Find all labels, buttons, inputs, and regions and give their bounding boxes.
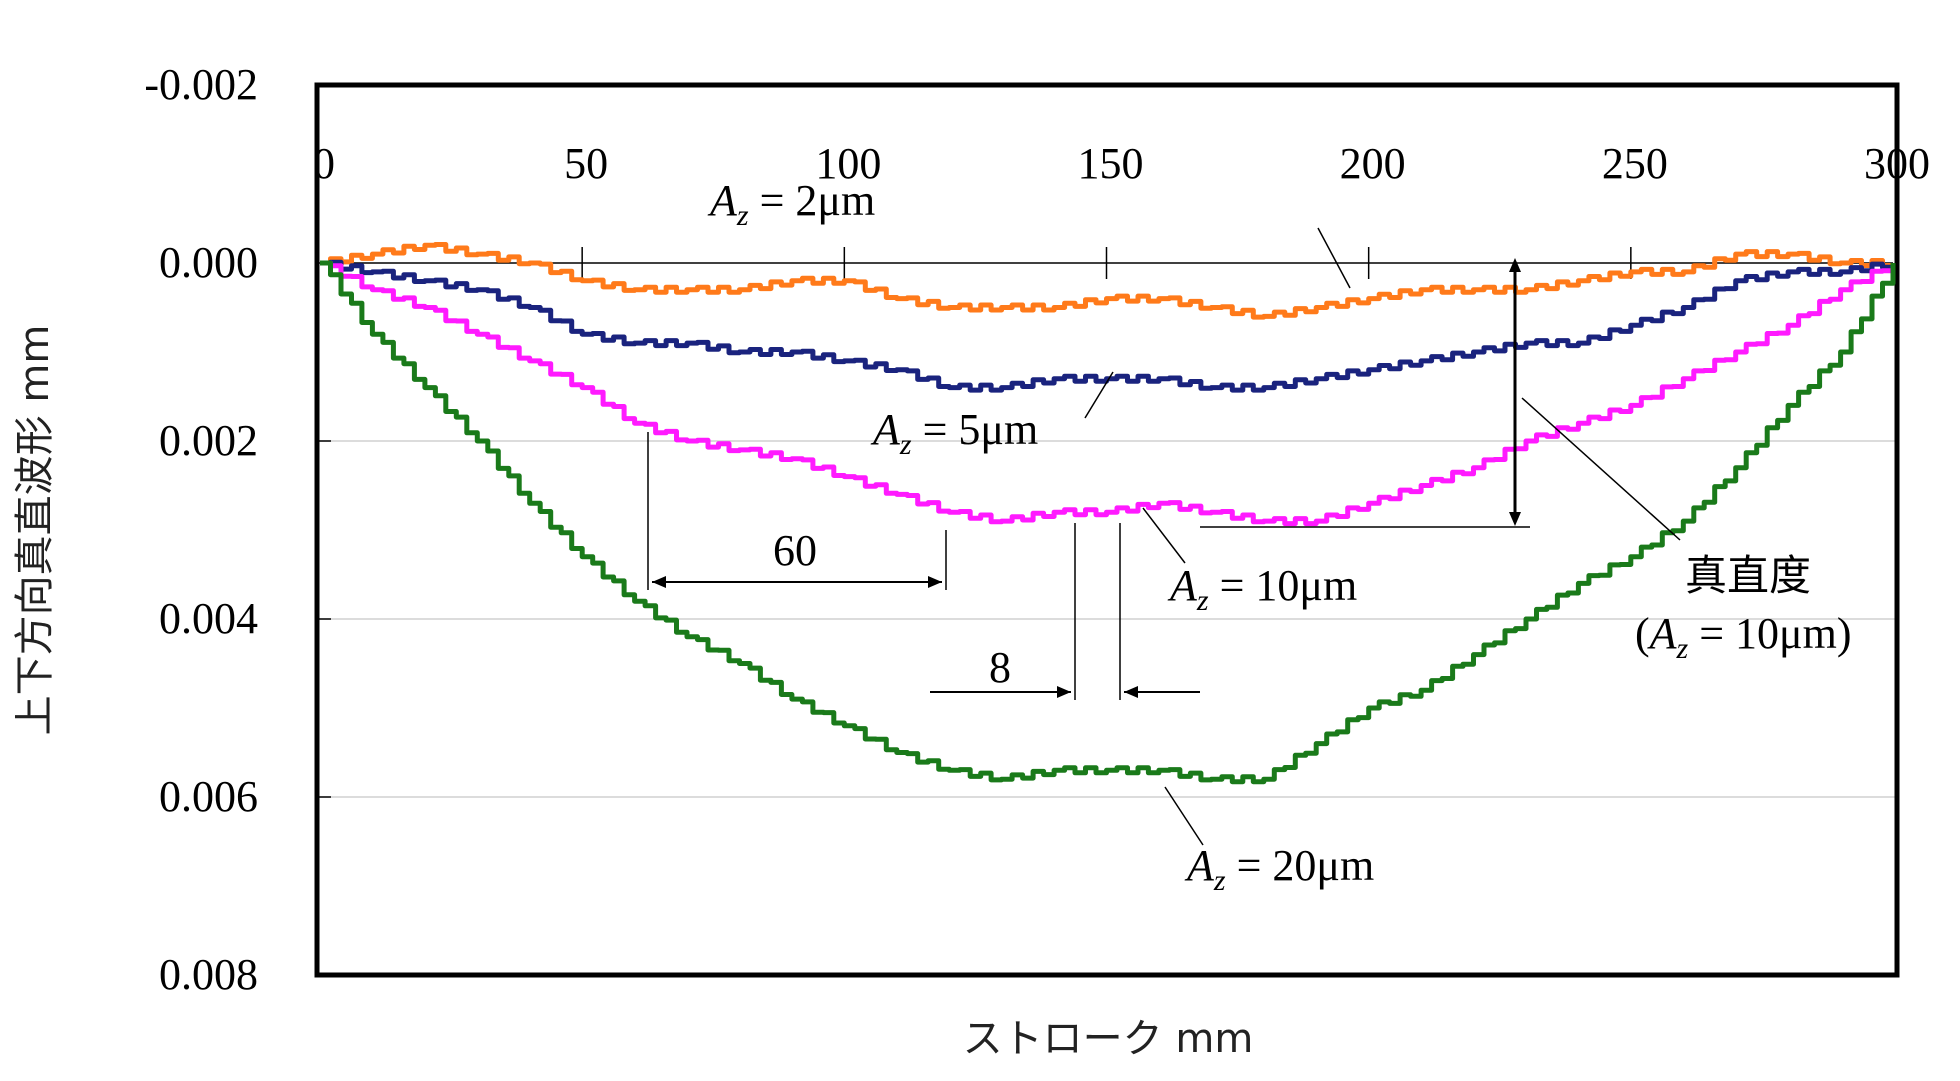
y-tick-label: 0.002: [159, 416, 258, 465]
axis-ticks: 0 50 100 150 200 250 300 -0.002 0.000 0.002 0.004 0…: [144, 60, 1930, 999]
series-line: [320, 259, 1896, 393]
leader-line: [1084, 371, 1114, 419]
leader-line: [1164, 786, 1204, 846]
annotations: Az = 2μm Az = 5μm Az = 10μm Az = 20μm 60 8 真直度…: [647, 176, 1852, 897]
label-az20: Az = 20μm: [1184, 841, 1374, 897]
straightness-sub: (Az = 10μm): [1635, 609, 1852, 665]
y-tick-label: 0.006: [159, 772, 258, 821]
leader-line: [1317, 227, 1351, 289]
y-tick-label: 0.008: [159, 950, 258, 999]
dim-8: 8: [989, 643, 1011, 692]
x-axis-title: ストローク mm: [963, 1016, 1254, 1062]
series-line: [320, 260, 1896, 785]
x-tick-label: 150: [1078, 139, 1144, 188]
label-az2: Az = 2μm: [707, 176, 875, 232]
arrow-head: [1057, 686, 1071, 698]
x-tick-label: 250: [1602, 139, 1668, 188]
y-axis-title: 上下方向真直波形 mm: [12, 325, 58, 736]
arrow-head: [1509, 258, 1521, 272]
y-tick-label: 0.004: [159, 594, 258, 643]
series-line: [320, 260, 1896, 527]
plot-frame: [314, 82, 1900, 978]
straightness-label: 真直度: [1685, 551, 1811, 600]
arrow-head: [1509, 512, 1521, 526]
y-tick-label: -0.002: [144, 60, 258, 109]
grid-lines: [317, 440, 1897, 798]
leader-line: [1142, 507, 1186, 564]
arrow-head: [928, 576, 942, 588]
series-lines: [320, 242, 1896, 785]
x-tick-label: 200: [1340, 139, 1406, 188]
leader-line: [1521, 397, 1681, 541]
x-tick-label: 50: [564, 139, 608, 188]
arrow-head: [652, 576, 666, 588]
label-az10: Az = 10μm: [1167, 561, 1357, 617]
x-tick-label: 100: [815, 139, 881, 188]
label-az5: Az = 5μm: [870, 405, 1038, 461]
arrow-head: [1124, 686, 1138, 698]
dim-60: 60: [773, 526, 817, 575]
x-tick-label: 300: [1864, 139, 1930, 188]
y-tick-label: 0.000: [159, 238, 258, 287]
x-tick-label: 0: [313, 139, 335, 188]
series-line: [320, 242, 1896, 320]
